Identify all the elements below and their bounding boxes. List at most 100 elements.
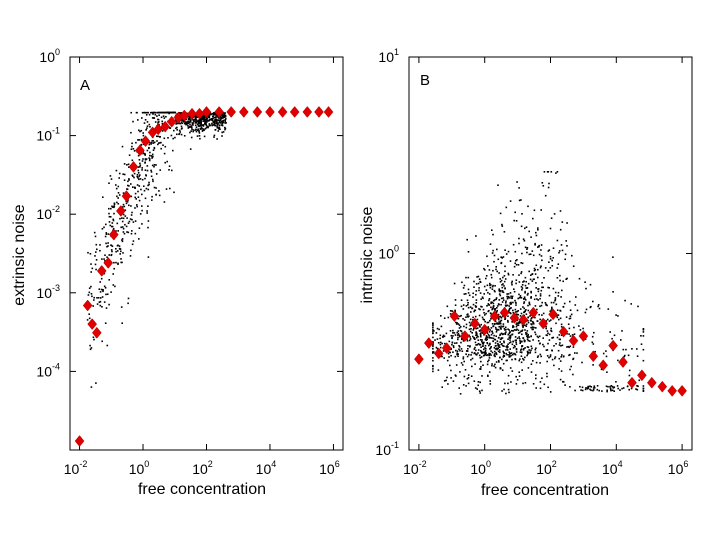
- panel-a-ytick-label-1: 10-1: [36, 126, 60, 144]
- panel-b-scatter-point: [439, 334, 442, 337]
- panel-b-scatter-point: [562, 306, 565, 308]
- panel-b-scatter-point: [558, 338, 561, 341]
- panel-a-scatter-point: [150, 175, 153, 178]
- panel-b-scatter-point: [490, 302, 492, 305]
- panel-b-scatter-point: [455, 323, 458, 325]
- panel-a-scatter-point: [89, 348, 92, 351]
- panel-b-scatter-point: [478, 354, 481, 357]
- panel-b-scatter-point: [533, 278, 535, 280]
- panel-a-scatter-point: [102, 196, 104, 198]
- panel-b-scatter-point: [500, 297, 503, 300]
- panel-b-scatter-point: [539, 305, 541, 308]
- panel-b-scatter-point: [505, 300, 507, 302]
- panel-b-scatter-point: [536, 320, 539, 322]
- panel-b-scatter-point: [572, 373, 574, 376]
- panel-a-scatter-point: [202, 118, 204, 121]
- panel-b-scatter-point: [552, 301, 555, 304]
- panel-b-scatter-point: [449, 364, 451, 367]
- panel-b-scatter-point: [486, 321, 489, 324]
- panel-b-scatter-point: [493, 289, 496, 292]
- panel-b-scatter-point: [523, 348, 525, 350]
- panel-b-scatter-point: [572, 357, 575, 360]
- panel-a-scatter-point: [112, 219, 115, 222]
- panel-b-scatter-point: [519, 342, 521, 344]
- panel-b-scatter-point: [547, 286, 549, 289]
- panel-b-scatter-point: [463, 325, 465, 328]
- panel-b-scatter-point: [529, 351, 532, 353]
- panel-b-scatter-point: [551, 259, 553, 262]
- panel-b-scatter-point: [498, 345, 500, 348]
- panel-b-scatter-point: [539, 297, 541, 300]
- panel-b-scatter-point: [502, 299, 505, 301]
- panel-b-scatter-point: [463, 284, 466, 287]
- panel-a-scatter-point: [138, 129, 140, 132]
- panel-b-scatter-point: [547, 171, 550, 173]
- panel-b-scatter-point: [518, 322, 521, 324]
- panel-b-scatter-point: [539, 381, 542, 383]
- panel-b-scatter-point: [520, 285, 523, 288]
- panel-a-scatter-point: [108, 279, 110, 281]
- panel-b-scatter-point: [549, 310, 552, 312]
- panel-a-scatter-point: [187, 120, 189, 123]
- panel-b-scatter-point: [466, 299, 469, 302]
- panel-a-scatter-point: [102, 290, 104, 293]
- panel-b-scatter-point: [581, 361, 583, 364]
- panel-b-scatter-point: [620, 339, 622, 341]
- panel-b-scatter-point: [520, 330, 522, 333]
- panel-a-scatter-point: [103, 301, 106, 303]
- panel-b-scatter-point: [485, 289, 488, 291]
- panel-a-scatter-point: [144, 197, 147, 200]
- panel-b-scatter-point: [494, 363, 496, 366]
- panel-b-scatter-point: [472, 329, 475, 331]
- panel-b-scatter-point: [550, 327, 552, 330]
- panel-a-scatter-point: [205, 124, 207, 126]
- panel-b-scatter-point: [492, 340, 494, 343]
- panel-a-scatter-point: [158, 142, 160, 144]
- panel-b-scatter-point: [498, 349, 501, 351]
- panel-a-scatter-point: [122, 173, 124, 175]
- panel-a-scatter-point: [90, 293, 93, 295]
- panel-b-scatter-point: [537, 290, 540, 293]
- panel-b-scatter-point: [515, 348, 518, 351]
- panel-b-scatter-point: [477, 342, 480, 345]
- panel-b-scatter-point: [497, 323, 500, 325]
- panel-a-scatter-point: [213, 116, 216, 119]
- panel-b-scatter-point: [519, 295, 522, 297]
- panel-a-scatter-point: [148, 181, 150, 184]
- panel-b-scatter-point: [504, 326, 507, 329]
- panel-b-scatter-point: [568, 317, 571, 320]
- panel-b-scatter-point: [543, 171, 546, 173]
- panel-b-scatter-point: [445, 379, 447, 382]
- panel-b-scatter-point: [521, 262, 524, 265]
- panel-a-scatter-point: [135, 198, 137, 200]
- panel-b-scatter-point: [479, 281, 482, 283]
- panel-b-scatter-point: [455, 364, 458, 366]
- panel-b-scatter-point: [486, 342, 488, 344]
- panel-b-scatter-point: [555, 343, 557, 345]
- panel-b-scatter-point: [500, 343, 502, 346]
- panel-a-scatter-point: [115, 169, 118, 172]
- panel-b-scatter-point: [527, 282, 530, 285]
- panel-b-scatter-point: [494, 348, 497, 350]
- panel-b-scatter-point: [557, 291, 560, 294]
- panel-b-scatter-point: [498, 289, 500, 292]
- panel-a-scatter-point: [168, 169, 170, 171]
- panel-b-scatter-point: [462, 384, 465, 386]
- panel-a-scatter-point: [108, 221, 111, 223]
- panel-b-scatter-point: [461, 364, 464, 366]
- panel-b-scatter-point: [517, 322, 519, 325]
- panel-b-scatter-point: [467, 377, 470, 379]
- panel-b-scatter-point: [457, 332, 460, 335]
- panel-a-scatter-point: [142, 152, 145, 155]
- panel-b-scatter-point: [514, 311, 517, 313]
- panel-b-scatter-point: [494, 308, 497, 310]
- panel-b-scatter-point: [527, 333, 529, 336]
- panel-b-mean-marker: [568, 334, 579, 347]
- panel-b-scatter-point: [497, 184, 499, 186]
- panel-b-scatter-point: [501, 225, 504, 227]
- panel-b-scatter-point: [432, 357, 434, 359]
- panel-b-scatter-point: [576, 309, 579, 312]
- panel-a-scatter-point: [190, 119, 192, 121]
- panel-b-scatter-point: [486, 338, 488, 341]
- panel-b-scatter-point: [475, 336, 478, 339]
